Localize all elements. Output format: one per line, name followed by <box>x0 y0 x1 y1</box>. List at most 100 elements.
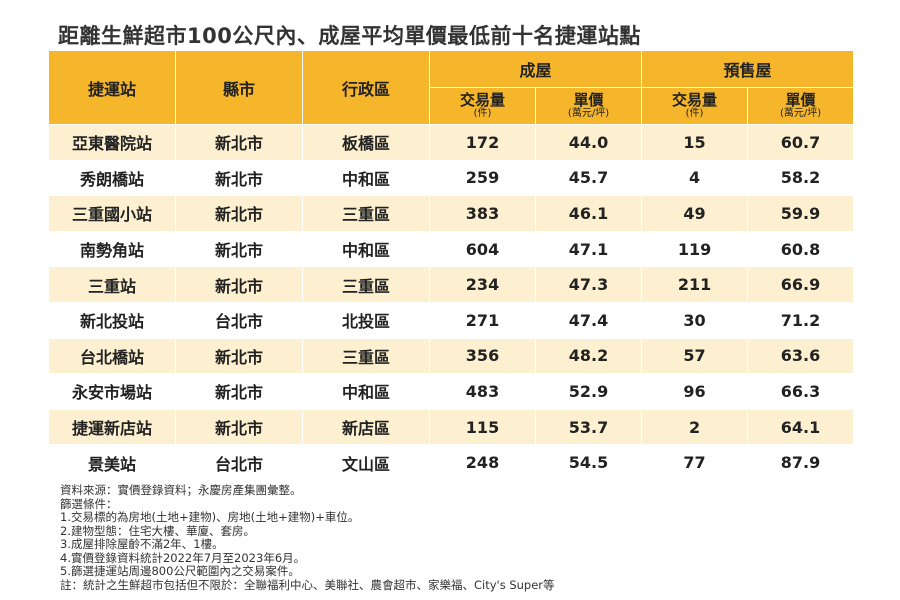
header-district: 行政區 <box>302 50 430 125</box>
header-city: 縣市 <box>175 50 303 125</box>
cell-district: 中和區 <box>302 373 430 410</box>
cell-district: 三重區 <box>302 337 430 375</box>
note-criteria-heading: 篩選條件： <box>60 496 118 511</box>
cell-presale-volume: 30 <box>641 301 749 339</box>
header-volume-unit: (件) <box>473 108 492 119</box>
cell-district: 新店區 <box>302 408 430 446</box>
cell-existing-volume: 259 <box>429 159 536 197</box>
cell-district: 板橋區 <box>302 124 430 161</box>
cell-presale-volume: 211 <box>641 266 749 303</box>
note-criteria-4: 4.實價登錄資料統計2022年7月至2023年6月。 <box>60 550 306 565</box>
cell-district: 北投區 <box>302 301 430 339</box>
cell-district: 文山區 <box>302 444 430 481</box>
cell-existing-volume: 172 <box>429 124 536 161</box>
cell-presale-volume: 4 <box>641 159 749 197</box>
cell-presale-volume: 119 <box>641 230 749 268</box>
cell-station: 南勢角站 <box>48 230 176 268</box>
table-row: 捷運新店站 新北市 新店區 115 53.7 2 64.1 <box>48 408 855 446</box>
header-volume-label: 交易量 <box>672 91 718 109</box>
cell-presale-price: 87.9 <box>747 444 855 481</box>
cell-station: 景美站 <box>48 444 176 481</box>
header-volume-label: 交易量 <box>459 91 505 109</box>
cell-existing-price: 44.0 <box>534 124 643 161</box>
cell-presale-price: 66.9 <box>747 266 855 303</box>
cell-city: 新北市 <box>175 266 303 303</box>
cell-existing-price: 47.4 <box>534 301 643 339</box>
cell-presale-price: 60.7 <box>747 124 855 161</box>
cell-station: 新北投站 <box>48 301 176 339</box>
cell-presale-price: 66.3 <box>747 373 855 410</box>
cell-existing-price: 53.7 <box>534 408 643 446</box>
cell-city: 新北市 <box>175 408 303 446</box>
header-price-label: 單價 <box>573 91 604 109</box>
station-price-table: 捷運站 縣市 行政區 成屋 預售屋 交易量 (件) 單價 (萬元/坪) 交易量 … <box>48 50 855 481</box>
cell-city: 新北市 <box>175 337 303 375</box>
table-row: 三重國小站 新北市 三重區 383 46.1 49 59.9 <box>48 195 855 232</box>
cell-station: 三重站 <box>48 266 176 303</box>
header-volume-unit: (件) <box>685 108 704 119</box>
cell-existing-volume: 248 <box>429 444 536 481</box>
cell-presale-price: 59.9 <box>747 195 855 232</box>
header-existing: 成屋 <box>428 50 643 88</box>
cell-presale-price: 63.6 <box>747 337 855 375</box>
header-presale: 預售屋 <box>641 50 855 88</box>
cell-station: 三重國小站 <box>48 195 176 232</box>
cell-district: 三重區 <box>302 266 430 303</box>
table-row: 三重站 新北市 三重區 234 47.3 211 66.9 <box>48 266 855 303</box>
table-row: 新北投站 台北市 北投區 271 47.4 30 71.2 <box>48 301 855 339</box>
cell-presale-price: 60.8 <box>747 230 855 268</box>
cell-presale-volume: 57 <box>641 337 749 375</box>
page-title: 距離生鮮超市100公尺內、成屋平均單價最低前十名捷運站點 <box>58 24 641 48</box>
cell-city: 台北市 <box>175 444 303 481</box>
header-presale-volume: 交易量 (件) <box>641 87 749 125</box>
cell-station: 永安市場站 <box>48 373 176 410</box>
cell-district: 中和區 <box>302 159 430 197</box>
header-price-unit: (萬元/坪) <box>567 108 610 119</box>
cell-existing-volume: 271 <box>429 301 536 339</box>
header-price-label: 單價 <box>785 91 816 109</box>
cell-city: 新北市 <box>175 195 303 232</box>
cell-existing-volume: 234 <box>429 266 536 303</box>
cell-presale-volume: 49 <box>641 195 749 232</box>
cell-presale-price: 64.1 <box>747 408 855 446</box>
note-source: 資料來源：實價登錄資料；永慶房產集團彙整。 <box>60 483 302 497</box>
cell-station: 秀朗橋站 <box>48 159 176 197</box>
table-row: 景美站 台北市 文山區 248 54.5 77 87.9 <box>48 444 855 481</box>
cell-existing-volume: 115 <box>429 408 536 446</box>
table-row: 亞東醫院站 新北市 板橋區 172 44.0 15 60.7 <box>48 124 855 161</box>
cell-city: 新北市 <box>175 159 303 197</box>
cell-existing-volume: 356 <box>429 337 536 375</box>
header-existing-volume: 交易量 (件) <box>429 87 536 125</box>
header-presale-price: 單價 (萬元/坪) <box>747 87 855 125</box>
cell-presale-volume: 2 <box>641 408 749 446</box>
cell-city: 新北市 <box>175 373 303 410</box>
note-criteria-3: 3.成屋排除屋齡不滿2年、1樓。 <box>60 537 224 551</box>
cell-existing-volume: 604 <box>429 230 536 268</box>
note-criteria-2: 2.建物型態：住宅大樓、華廈、套房。 <box>60 523 255 538</box>
cell-existing-price: 48.2 <box>534 337 643 375</box>
note-remark: 註：統計之生鮮超市包括但不限於：全聯福利中心、美聯社、農會超市、家樂福、City… <box>60 577 555 592</box>
cell-presale-price: 58.2 <box>747 159 855 197</box>
cell-existing-volume: 483 <box>429 373 536 410</box>
cell-presale-volume: 77 <box>641 444 749 481</box>
cell-existing-price: 45.7 <box>534 159 643 197</box>
cell-presale-volume: 96 <box>641 373 749 410</box>
cell-existing-price: 46.1 <box>534 195 643 232</box>
cell-existing-price: 47.3 <box>534 266 643 303</box>
header-price-unit: (萬元/坪) <box>779 108 822 119</box>
cell-presale-price: 71.2 <box>747 301 855 339</box>
table-row: 永安市場站 新北市 中和區 483 52.9 96 66.3 <box>48 373 855 410</box>
table-row: 南勢角站 新北市 中和區 604 47.1 119 60.8 <box>48 230 855 268</box>
cell-district: 三重區 <box>302 195 430 232</box>
cell-district: 中和區 <box>302 230 430 268</box>
note-criteria-5: 5.篩選捷運站周邊800公尺範圍內之交易案件。 <box>60 564 300 578</box>
note-criteria-1: 1.交易標的為房地(土地+建物)、房地(土地+建物)+車位。 <box>60 510 360 524</box>
cell-city: 台北市 <box>175 301 303 339</box>
cell-existing-price: 52.9 <box>534 373 643 410</box>
footnotes: 資料來源：實價登錄資料；永慶房產集團彙整。 篩選條件： 1.交易標的為房地(土地… <box>60 483 555 592</box>
table-row: 秀朗橋站 新北市 中和區 259 45.7 4 58.2 <box>48 159 855 197</box>
cell-city: 新北市 <box>175 124 303 161</box>
cell-existing-price: 47.1 <box>534 230 643 268</box>
cell-presale-volume: 15 <box>641 124 749 161</box>
cell-existing-price: 54.5 <box>534 444 643 481</box>
